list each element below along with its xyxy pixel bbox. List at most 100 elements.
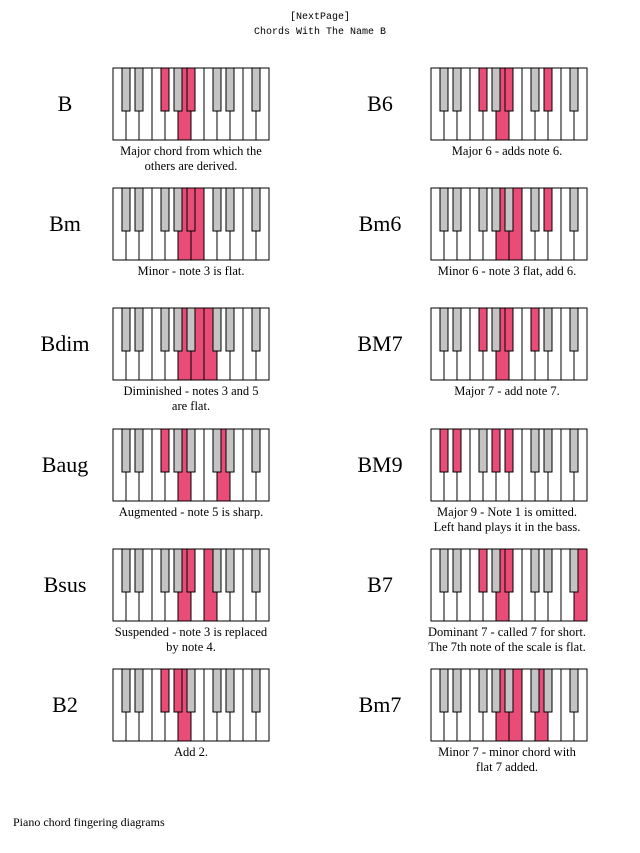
black-key xyxy=(530,67,540,112)
chord-name: Bsus xyxy=(43,572,87,597)
black-key xyxy=(160,307,170,352)
black-key xyxy=(121,67,131,112)
piano-keyboard xyxy=(112,668,270,742)
chord-description-line: The 7th note of the scale is flat. xyxy=(428,640,586,654)
black-key xyxy=(225,67,235,112)
black-key xyxy=(543,307,553,352)
black-key-pressed xyxy=(478,548,488,593)
chord-description: Augmented - note 5 is sharp. xyxy=(91,505,291,520)
black-key xyxy=(121,307,131,352)
chord-diagram-bm6: Bm6 Minor 6 - note 3 flat, add 6. xyxy=(0,0,588,278)
black-key xyxy=(212,187,222,232)
chord-description-line: by note 4. xyxy=(166,640,216,654)
black-key xyxy=(439,548,449,593)
black-key xyxy=(212,307,222,352)
chord-diagram-bm7: Bm7 Minor 7 - minor chord with flat 7 adde… xyxy=(0,0,588,774)
piano-keyboard xyxy=(112,187,270,261)
black-key xyxy=(491,67,501,112)
black-key-pressed xyxy=(173,668,183,713)
chord-description-line: flat 7 added. xyxy=(475,760,539,774)
black-key xyxy=(439,668,449,713)
black-key xyxy=(543,548,553,593)
figure-caption: Piano chord fingering diagrams xyxy=(13,815,165,829)
black-key xyxy=(225,307,235,352)
black-key xyxy=(478,428,488,473)
chord-name: B7 xyxy=(367,572,393,597)
black-key xyxy=(173,67,183,112)
chord-diagram-bm: Bm Minor - note 3 is flat. xyxy=(0,0,300,278)
black-key xyxy=(186,668,196,713)
black-key xyxy=(121,668,131,713)
black-key-pressed xyxy=(439,428,449,473)
chord-description: Add 2. xyxy=(91,745,291,760)
piano-keyboard xyxy=(430,668,588,742)
black-key xyxy=(173,187,183,232)
black-key xyxy=(251,668,261,713)
black-key xyxy=(251,67,261,112)
black-key-pressed xyxy=(186,67,196,112)
black-key-pressed xyxy=(160,67,170,112)
black-key xyxy=(251,187,261,232)
chord-diagram-bdim: Bdim Diminished - notes 3 and 5 are flat. xyxy=(0,0,300,413)
black-key xyxy=(186,428,196,473)
chord-diagram-b6: B6 Major 6 - adds note 6. xyxy=(0,0,588,158)
chord-description: Diminished - notes 3 and 5 are flat. xyxy=(91,384,291,414)
black-key xyxy=(478,668,488,713)
black-key xyxy=(212,668,222,713)
next-page-link[interactable]: [NextPage] xyxy=(289,12,350,23)
black-key xyxy=(134,187,144,232)
black-key xyxy=(543,428,553,473)
chord-description: Major chord from which the others are der… xyxy=(91,144,291,174)
chord-diagram-bm7: BM7 Major 7 - add note 7. xyxy=(0,0,588,398)
black-key-pressed xyxy=(160,428,170,473)
chord-name: BM9 xyxy=(357,452,403,477)
black-key xyxy=(569,548,579,593)
piano-keyboard xyxy=(430,548,588,622)
black-key xyxy=(530,668,540,713)
piano-keyboard xyxy=(112,548,270,622)
black-key xyxy=(121,428,131,473)
chord-name: Baug xyxy=(41,452,89,477)
black-key-pressed xyxy=(160,668,170,713)
black-key xyxy=(225,187,235,232)
black-key-pressed xyxy=(543,67,553,112)
black-key xyxy=(504,187,514,232)
chord-description-line: Left hand plays it in the bass. xyxy=(433,520,581,534)
black-key xyxy=(569,67,579,112)
chord-description: Minor 6 - note 3 flat, add 6. xyxy=(407,264,607,279)
black-key xyxy=(491,548,501,593)
black-key xyxy=(225,428,235,473)
black-key xyxy=(173,548,183,593)
chord-name: B6 xyxy=(367,91,393,116)
chord-description-line: Dominant 7 - called 7 for short. xyxy=(428,625,586,639)
black-key xyxy=(212,548,222,593)
black-key xyxy=(530,187,540,232)
black-key-pressed xyxy=(478,307,488,352)
black-key xyxy=(173,307,183,352)
chord-description-line: Major chord from which the xyxy=(120,144,262,158)
chord-description-line: others are derived. xyxy=(144,159,238,173)
chord-diagram-b7: B7 Dominant 7 - called 7 for short. The 7t… xyxy=(0,0,588,654)
black-key xyxy=(251,307,261,352)
page-title: Chords With The Name B xyxy=(253,27,387,38)
piano-keyboard xyxy=(430,67,588,141)
black-key xyxy=(569,428,579,473)
black-key xyxy=(173,428,183,473)
black-key xyxy=(452,307,462,352)
black-key xyxy=(134,668,144,713)
black-key xyxy=(134,67,144,112)
chord-description-line: Major 7 - add note 7. xyxy=(454,384,560,398)
chord-description-line: Augmented - note 5 is sharp. xyxy=(118,505,264,519)
black-key-pressed xyxy=(186,548,196,593)
black-key-pressed xyxy=(452,428,462,473)
black-key xyxy=(251,428,261,473)
black-key-pressed xyxy=(504,67,514,112)
black-key-pressed xyxy=(530,307,540,352)
chord-description: Suspended - note 3 is replaced by note 4. xyxy=(91,625,291,655)
black-key xyxy=(530,548,540,593)
black-key xyxy=(452,67,462,112)
chord-description-line: Minor 7 - minor chord with xyxy=(438,745,576,759)
black-key-pressed xyxy=(504,428,514,473)
black-key xyxy=(530,428,540,473)
piano-keyboard xyxy=(430,307,588,381)
